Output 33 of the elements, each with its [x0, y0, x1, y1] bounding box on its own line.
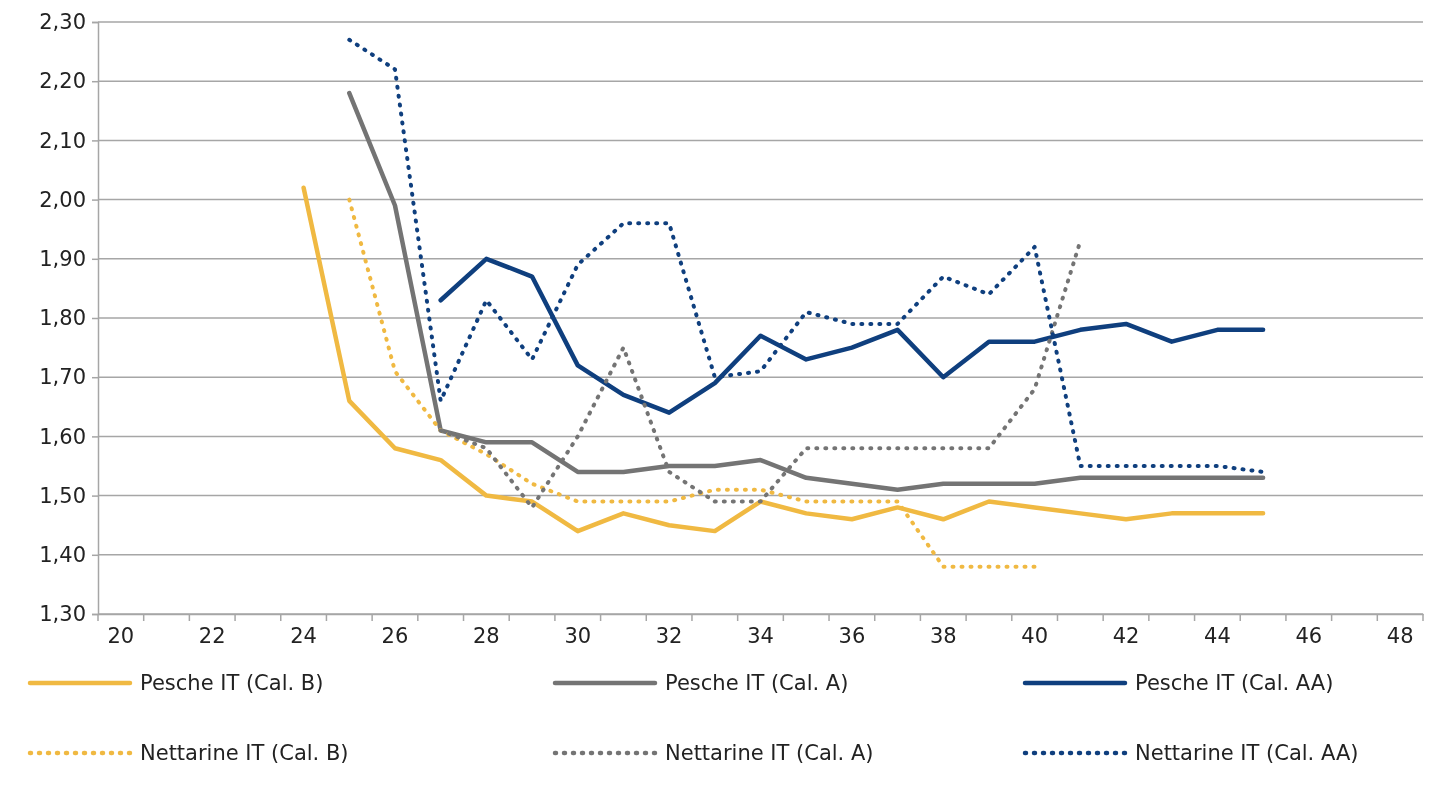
x-tick-label: 30 [564, 623, 592, 648]
legend-label: Pesche IT (Cal. A) [665, 671, 849, 696]
y-tick-label: 1,40 [39, 543, 86, 568]
x-tick-label: 46 [1295, 623, 1323, 648]
legend-label: Pesche IT (Cal. B) [140, 671, 324, 696]
y-tick-label: 1,70 [39, 365, 86, 390]
x-tick-label: 44 [1204, 623, 1231, 648]
y-tick-label: 1,50 [39, 483, 86, 508]
legend-label: Nettarine IT (Cal. A) [665, 741, 874, 766]
legend-label: Pesche IT (Cal. AA) [1135, 671, 1334, 696]
x-tick-label: 20 [107, 623, 135, 648]
legend-label: Nettarine IT (Cal. AA) [1135, 741, 1359, 766]
y-tick-label: 2,20 [39, 69, 86, 94]
x-tick-label: 34 [747, 623, 774, 648]
x-tick-label: 38 [929, 623, 957, 648]
y-tick-label: 1,80 [39, 306, 86, 331]
y-tick-label: 2,10 [39, 128, 86, 153]
y-tick-label: 2,00 [39, 187, 86, 212]
line-series [347, 37, 1266, 474]
x-tick-label: 32 [655, 623, 683, 648]
y-tick-label: 1,30 [39, 602, 86, 627]
x-tick-label: 22 [198, 623, 226, 648]
y-tick-label: 2,30 [39, 10, 86, 35]
x-tick-label: 42 [1112, 623, 1140, 648]
x-tick-label: 40 [1021, 623, 1049, 648]
x-tick-label: 28 [472, 623, 500, 648]
x-tick-label: 36 [838, 623, 866, 648]
x-tick-label: 48 [1386, 623, 1414, 648]
legend-label: Nettarine IT (Cal. B) [140, 741, 349, 766]
x-tick-label: 24 [290, 623, 317, 648]
x-tick-label: 26 [381, 623, 409, 648]
y-tick-label: 1,60 [39, 424, 86, 449]
y-tick-label: 1,90 [39, 247, 86, 272]
